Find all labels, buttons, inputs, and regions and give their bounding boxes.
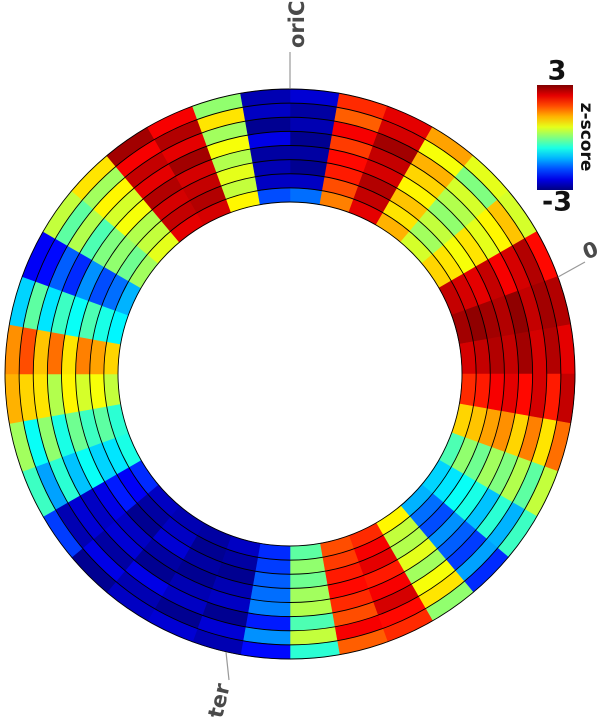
ring-border (4, 88, 576, 660)
colorbar (537, 85, 573, 190)
ring-border (103, 187, 477, 561)
ring-borders (4, 88, 576, 660)
ring-border (117, 201, 463, 547)
annotation: ter (204, 680, 235, 720)
heatmap (4, 88, 576, 660)
annotation: oriC (285, 1, 309, 48)
ring-border (61, 145, 519, 603)
colorbar-tick-label: -3 (542, 187, 572, 218)
ring-border (32, 116, 548, 632)
ring-border (18, 102, 562, 646)
ring-border (89, 173, 491, 575)
ring-border (75, 159, 505, 589)
colorbar-label: z-score (576, 103, 596, 172)
colorbar-tick-label: 3 (548, 56, 567, 87)
leader-line (225, 651, 230, 681)
ring-border (46, 130, 534, 618)
annotation: 0 (580, 237, 600, 265)
leader-line (557, 261, 586, 278)
